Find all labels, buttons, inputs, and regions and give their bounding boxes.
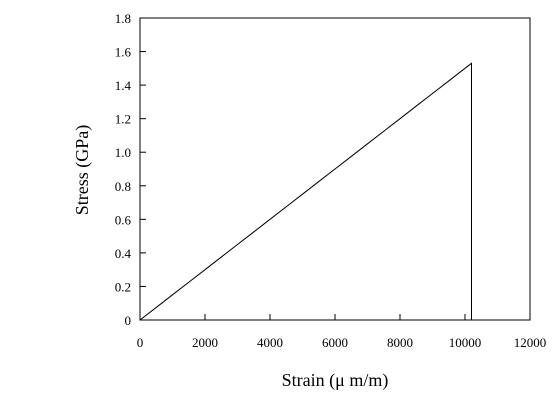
- x-tick-label: 4000: [257, 335, 283, 350]
- y-axis-ticks: 0 0.2 0.4 0.6 0.8 1.0 1.2 1.4 1.6 1.8: [115, 11, 146, 328]
- x-axis-title: Strain (μ m/m): [282, 370, 389, 391]
- x-axis-ticks: 0 2000 4000 6000 8000 10000 12000: [137, 314, 547, 350]
- series-line: [139, 62, 472, 321]
- y-tick-label: 0.6: [115, 212, 132, 227]
- y-tick-label: 1.0: [115, 145, 131, 160]
- y-tick-label: 1.2: [115, 112, 131, 127]
- y-axis-title: Stress (GPa): [72, 125, 93, 216]
- y-tick-label: 1.4: [115, 78, 132, 93]
- x-tick-label: 8000: [387, 335, 413, 350]
- x-tick-label: 2000: [192, 335, 218, 350]
- y-tick-label: 0.4: [115, 246, 132, 261]
- y-tick-label: 0.8: [115, 179, 131, 194]
- x-tick-label: 0: [137, 335, 144, 350]
- x-tick-label: 10000: [449, 335, 482, 350]
- y-tick-label: 0.2: [115, 279, 131, 294]
- plot-area: [139, 17, 531, 321]
- y-tick-label: 1.6: [115, 45, 132, 60]
- y-tick-label: 1.8: [115, 11, 131, 26]
- x-tick-label: 12000: [514, 335, 547, 350]
- x-tick-label: 6000: [322, 335, 348, 350]
- y-tick-label: 0: [125, 313, 132, 328]
